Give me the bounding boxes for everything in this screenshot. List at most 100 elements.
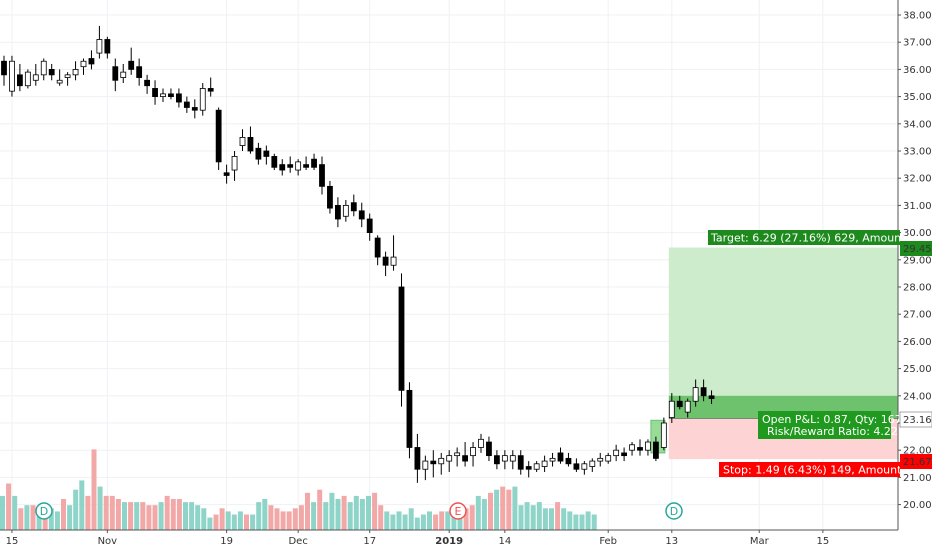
volume-bar	[305, 492, 310, 530]
candle-body	[255, 147, 262, 160]
candle-body	[398, 286, 405, 391]
volume-bar	[555, 502, 561, 530]
candle	[16, 63, 23, 92]
volume-bar	[286, 511, 292, 530]
candle	[319, 156, 325, 195]
candle-body	[406, 389, 413, 448]
candle	[215, 107, 222, 171]
candle	[676, 395, 683, 410]
volume-bar	[12, 495, 18, 530]
volume-bar	[48, 508, 54, 530]
candle-body	[509, 455, 516, 462]
candle	[24, 69, 31, 89]
y-tick-label: 28.00	[903, 283, 932, 294]
candle	[629, 442, 635, 456]
candle-body	[358, 210, 365, 220]
candle	[40, 58, 47, 81]
candle	[700, 379, 707, 402]
candle	[533, 461, 540, 472]
volume-bar	[128, 502, 134, 530]
event-marker[interactable]: E	[449, 502, 467, 520]
candle	[239, 129, 246, 151]
candle-body	[231, 156, 238, 171]
volume-bar	[341, 495, 347, 530]
x-tick-label: Nov	[98, 536, 118, 547]
candle	[660, 417, 667, 451]
x-axis[interactable]: 15 Nov 19 Dec 17 2019 14 Feb 13 Mar 15	[0, 529, 898, 550]
y-tick-label: 32.00	[903, 174, 932, 185]
candle	[56, 69, 63, 86]
candle	[605, 452, 612, 464]
volume-bar	[79, 480, 85, 530]
candle	[517, 450, 524, 475]
candle-body	[279, 164, 286, 171]
candle-body	[144, 79, 151, 87]
volume-bar	[311, 502, 317, 530]
candle	[9, 55, 15, 97]
candle	[271, 153, 278, 171]
volume-bar	[213, 514, 219, 530]
event-marker[interactable]: D	[665, 502, 683, 520]
volume-bar	[262, 499, 268, 530]
candle	[342, 199, 349, 222]
candle-body	[24, 71, 31, 87]
volume-bar	[524, 502, 530, 530]
volume-bar	[372, 492, 378, 530]
candle	[1, 55, 7, 86]
candle-body	[414, 447, 421, 470]
candle-body	[382, 256, 389, 266]
y-tick-label: 36.00	[903, 65, 932, 76]
volume-bar	[225, 511, 231, 530]
candle-body	[287, 164, 294, 168]
stop-label-bg	[719, 462, 900, 477]
candle	[247, 126, 254, 154]
candle-body	[215, 109, 222, 163]
candle	[398, 273, 405, 407]
candle	[311, 153, 317, 171]
stop-price-tag	[900, 454, 932, 469]
candle	[382, 251, 389, 277]
x-tick-label: Feb	[599, 536, 617, 547]
volume-bar	[268, 505, 274, 530]
volume-bar	[164, 495, 170, 530]
candle	[581, 461, 588, 475]
event-marker[interactable]: D	[35, 502, 53, 520]
candle-body	[191, 107, 198, 111]
volume-bar	[67, 505, 73, 530]
volume-bar	[530, 505, 536, 530]
volume-bar	[366, 495, 371, 530]
candle-body	[120, 71, 127, 78]
candle	[295, 159, 302, 176]
volume-bar	[176, 499, 182, 530]
volume-bar	[54, 511, 60, 530]
candle	[541, 455, 548, 472]
y-tick-label: 30.00	[903, 228, 932, 239]
x-tick-label: 13	[665, 536, 678, 547]
volume-bar	[445, 511, 451, 530]
candle	[509, 450, 516, 470]
candle	[48, 63, 55, 81]
volume-bar	[591, 514, 597, 530]
pnl-label-bg	[758, 411, 891, 439]
candle-body	[486, 441, 492, 457]
candle	[366, 213, 373, 241]
volume-bar	[573, 514, 579, 530]
volume-bar	[146, 505, 152, 530]
volume-bar	[378, 505, 384, 530]
y-tick-label: 24.00	[903, 391, 932, 402]
candle-body	[660, 422, 667, 448]
volume-bar	[329, 492, 335, 530]
candle-body	[136, 66, 143, 78]
volume-bar	[61, 499, 66, 530]
candle-body	[9, 60, 15, 92]
volume-bar	[420, 514, 426, 530]
volume-bar	[122, 502, 127, 530]
y-tick-label: 31.00	[903, 201, 932, 212]
candle-body	[517, 455, 524, 470]
candle	[549, 452, 556, 467]
volume-bar	[500, 486, 506, 530]
candle-body	[470, 447, 476, 457]
candle	[470, 442, 476, 467]
volume-bar	[475, 495, 481, 530]
